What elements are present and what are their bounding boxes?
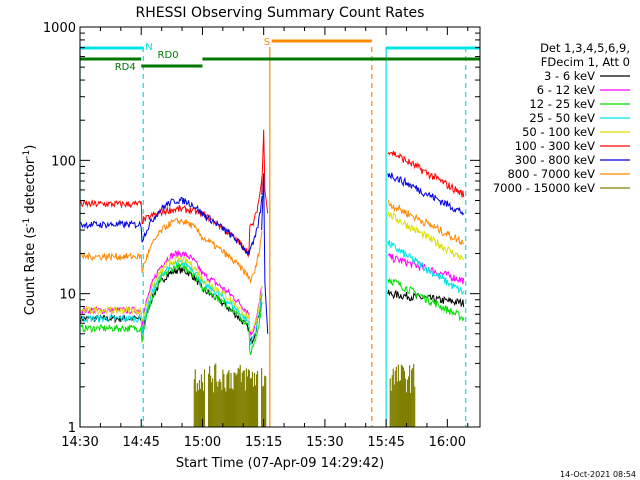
y-label-mid: detector (23, 158, 38, 218)
series-line-post (387, 211, 465, 261)
series-line-post (387, 289, 465, 308)
chart-title: RHESSI Observing Summary Count Rates (136, 5, 425, 21)
series-line-pre (80, 261, 263, 356)
y-tick-label: 100 (51, 154, 76, 169)
plot-data-layer: N RD0 RD4 S (79, 37, 480, 427)
y-label-sup2: -1 (22, 150, 32, 159)
y-tick-label: 1 (68, 421, 76, 436)
legend-label: 6 - 12 keV (537, 83, 595, 97)
legend-label: 12 - 25 keV (529, 97, 595, 111)
legend-header-1: Det 1,3,4,5,6,9, (540, 41, 630, 55)
y-tick-label: 1000 (43, 21, 76, 36)
saa-label: S (264, 37, 270, 48)
legend-label: 25 - 50 keV (529, 111, 595, 125)
y-axis-label: Count Rate (s-1 detector-1) (22, 145, 38, 316)
x-tick-label: 15:15 (245, 435, 282, 450)
x-tick-label: 16:00 (429, 435, 466, 450)
x-tick-label: 15:00 (184, 435, 221, 450)
y-label-end: ) (23, 145, 38, 150)
y-label-main: Count Rate (s (23, 227, 38, 316)
legend-label: 100 - 300 keV (515, 139, 595, 153)
series-line-pre (80, 265, 263, 345)
axes-layer: 14:30 14:45 15:00 15:15 15:30 15:45 16:00 1 10 10… (43, 21, 480, 450)
x-tick-label: 15:30 (306, 435, 343, 450)
y-tick-label: 10 (59, 288, 76, 303)
x-tick-label: 15:45 (367, 435, 404, 450)
legend-header-2: FDecim 1, Att 0 (541, 55, 630, 69)
x-tick-label: 14:45 (122, 435, 159, 450)
x-tick-label: 14:30 (61, 435, 98, 450)
generation-timestamp: 14-Oct-2021 08:54 (560, 470, 636, 479)
series-line-post (387, 199, 465, 246)
series-line-pre (80, 250, 263, 337)
plot-frame (79, 26, 481, 428)
series-line-post (387, 172, 465, 216)
series-line-post (387, 252, 465, 285)
y-label-sup1: -1 (22, 218, 32, 227)
legend-label: 7000 - 15000 keV (493, 181, 595, 195)
legend-label: 50 - 100 keV (522, 125, 595, 139)
flare-spike (261, 129, 269, 214)
series-line-pre (80, 196, 263, 256)
series-line-post (387, 240, 465, 295)
series-line-post (387, 277, 465, 322)
series-line-post (387, 150, 465, 198)
legend-label: 300 - 800 keV (515, 153, 595, 167)
rd4-label: RD4 (115, 62, 136, 73)
series-line-pre (80, 175, 263, 259)
flare-spike (261, 173, 269, 334)
series-line-pre (80, 255, 263, 332)
rd0-label: RD0 (158, 50, 179, 61)
x-axis-label: Start Time (07-Apr-09 14:29:42) (176, 456, 384, 471)
legend-label: 3 - 6 keV (544, 69, 595, 83)
night-label: N (145, 42, 152, 53)
legend-label: 800 - 7000 keV (507, 167, 595, 181)
series-line-pre (80, 217, 263, 284)
